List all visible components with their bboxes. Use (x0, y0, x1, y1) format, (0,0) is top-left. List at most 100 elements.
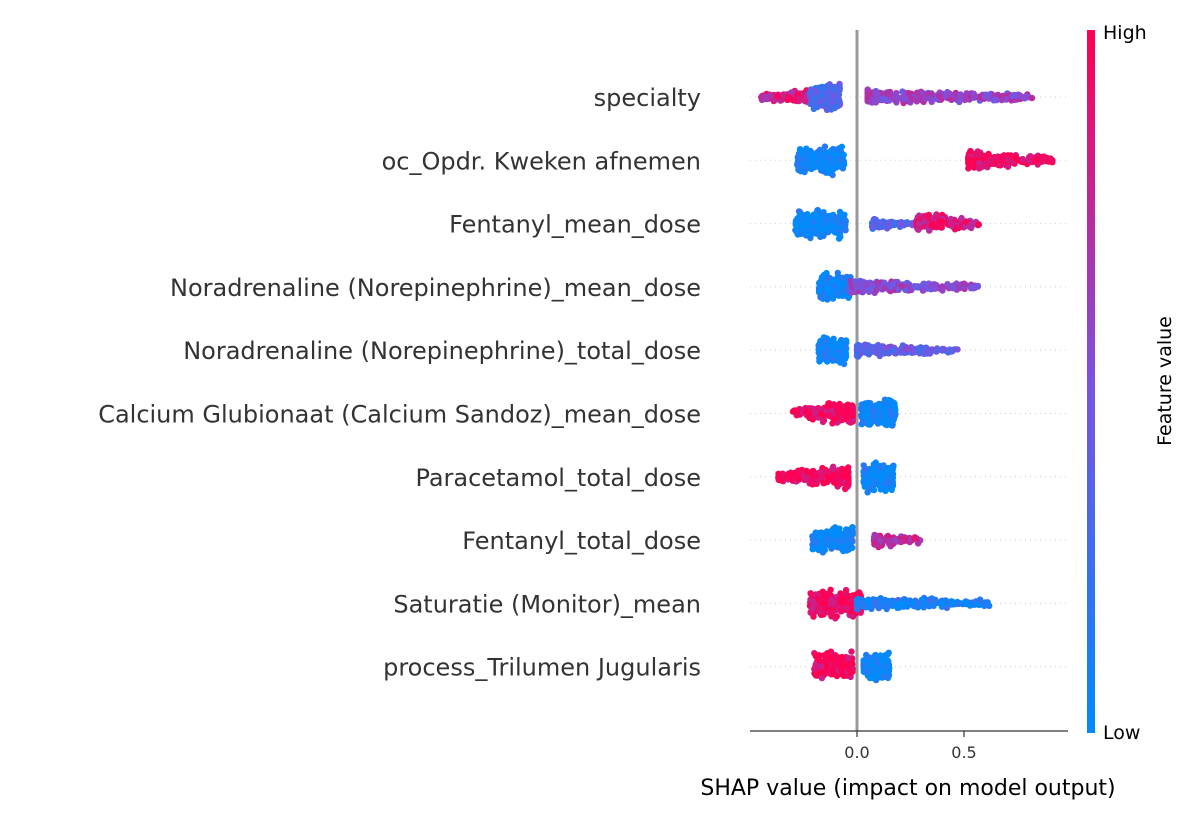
shap-point (864, 399, 872, 407)
shap-point (828, 532, 835, 539)
shap-point (821, 530, 828, 537)
shap-point (775, 470, 782, 477)
shap-point (946, 346, 953, 353)
shap-point (809, 605, 816, 612)
shap-point (967, 221, 974, 229)
shap-point (919, 601, 926, 608)
shap-point (844, 593, 851, 600)
shap-point (872, 219, 879, 226)
shap-point (938, 217, 945, 225)
shap-point (981, 161, 989, 168)
shap-point (897, 220, 904, 227)
feature-row (809, 524, 924, 556)
shap-point (843, 481, 850, 489)
shap-point (796, 212, 803, 219)
shap-point (837, 156, 845, 164)
shap-point (840, 360, 848, 368)
shap-point (974, 601, 982, 608)
shap-point (831, 152, 838, 159)
shap-point (865, 418, 873, 425)
shap-point (817, 473, 825, 480)
shap-point (847, 419, 854, 426)
shap-point (822, 337, 830, 344)
shap-point (962, 281, 970, 289)
shap-point (848, 536, 855, 543)
shap-point (871, 599, 879, 607)
shap-point (975, 165, 983, 172)
shap-point (946, 90, 953, 98)
shap-point (816, 163, 823, 170)
shap-point (830, 661, 838, 668)
shap-point (804, 158, 812, 165)
shap-point (836, 208, 844, 216)
shap-point (838, 143, 845, 150)
shap-point (825, 224, 833, 231)
shap-point (911, 349, 918, 356)
shap-point (987, 156, 995, 163)
shap-point (976, 152, 983, 159)
shap-point (898, 283, 906, 290)
shap-point (974, 282, 982, 290)
shap-point (1038, 156, 1045, 164)
shap-point (861, 413, 868, 420)
shap-point (865, 288, 873, 295)
shap-point (858, 600, 866, 608)
shap-point (932, 347, 940, 354)
shap-point (848, 411, 855, 418)
shap-point (804, 211, 811, 218)
shap-point (865, 479, 872, 486)
shap-point (823, 215, 830, 223)
shap-point (939, 346, 946, 353)
shap-point (825, 154, 833, 161)
feature-row (815, 334, 961, 368)
shap-point (864, 345, 872, 352)
shap-point (1004, 156, 1011, 164)
shap-point (916, 215, 924, 222)
shap-point (992, 96, 999, 103)
shap-point (838, 661, 845, 668)
shap-point (903, 346, 910, 353)
shap-point (814, 207, 821, 214)
shap-point (854, 343, 861, 350)
shap-point (846, 667, 854, 674)
shap-point (965, 160, 972, 167)
shap-point (805, 229, 813, 237)
shap-point (839, 219, 847, 227)
feature-row (789, 396, 899, 429)
shap-point (881, 596, 889, 604)
shap-point (938, 224, 945, 231)
shap-point (830, 416, 838, 423)
shap-point (983, 94, 991, 101)
shap-point (812, 672, 820, 679)
shap-point (818, 220, 825, 228)
shap-point (836, 84, 843, 92)
shap-point (881, 96, 888, 104)
shap-point (838, 599, 845, 606)
shap-point (796, 475, 803, 483)
shap-point (797, 223, 805, 231)
shap-point (823, 593, 830, 600)
shap-point (947, 219, 955, 226)
shap-point (870, 348, 877, 355)
shap-point (841, 286, 849, 293)
shap-point (921, 95, 928, 102)
shap-point (916, 348, 923, 355)
shap-point (885, 396, 892, 404)
shap-point (886, 420, 894, 428)
shap-point (795, 95, 803, 103)
shap-point (1019, 155, 1026, 163)
shap-point (825, 411, 833, 419)
shap-point (818, 663, 825, 670)
shap-point (818, 410, 825, 417)
shap-point (829, 278, 836, 285)
shap-point (832, 98, 840, 105)
shap-point (839, 534, 846, 541)
shap-point (762, 93, 769, 100)
shap-point (935, 92, 943, 100)
feature-row (775, 459, 897, 496)
shap-point (808, 164, 815, 171)
shap-point (854, 281, 861, 288)
shap-point (898, 600, 905, 607)
shap-point (1049, 157, 1056, 164)
